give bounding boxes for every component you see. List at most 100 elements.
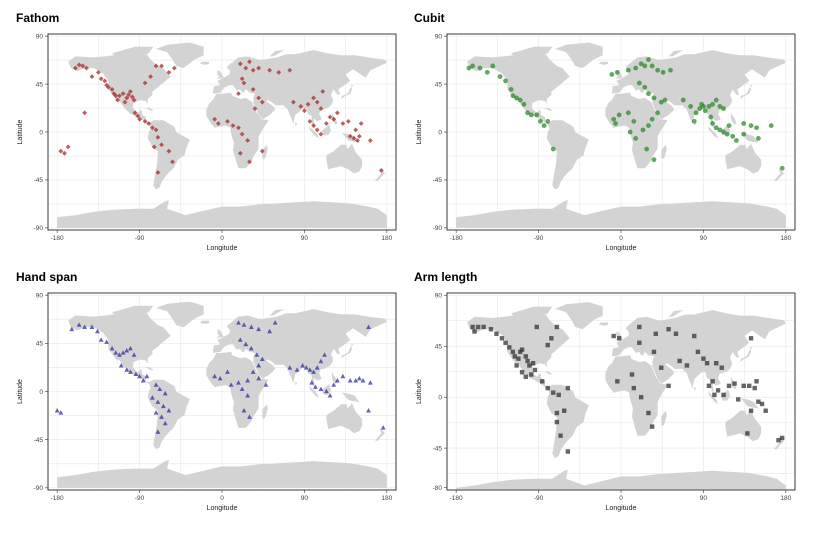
y-tick-label: -45 [433,445,443,452]
data-point [115,97,120,103]
data-point [237,337,243,342]
data-point [475,324,481,330]
data-point [267,328,273,334]
data-point [228,382,234,387]
data-point [155,170,161,175]
data-point [651,349,657,355]
data-point [545,342,550,348]
data-point [367,138,373,143]
land-iceland [599,61,609,65]
data-point [688,104,693,109]
data-point [322,352,327,357]
data-point [109,86,115,92]
chart-panel-3: Hand span -180 -90 0 90 180 90 45 0 -45 -90 Longitu… [16,270,397,512]
data-point [239,386,245,392]
data-point [684,363,690,368]
data-point [311,369,316,374]
land-japan [341,85,354,99]
data-point [153,382,159,387]
data-point [120,350,126,355]
data-point [741,383,746,389]
data-point [303,365,309,370]
data-point [712,392,717,398]
y-tick-label: -45 [34,437,44,444]
data-point [98,76,104,82]
data-point [104,339,110,344]
data-point [736,397,741,402]
land-madagascar [262,144,268,159]
data-point [291,99,296,105]
chart-panel-2: Cubit -180 -90 0 90 180 90 45 0 -45 -90 Longitude La… [414,11,796,252]
y-tick-label: 90 [36,33,44,40]
data-point [287,365,293,370]
data-point [503,78,509,84]
data-point [637,324,642,330]
data-point [225,118,230,124]
data-point [627,129,633,135]
data-point [625,67,631,73]
data-point [104,82,110,88]
data-point [137,116,142,122]
data-point [525,358,530,364]
data-point [523,354,528,359]
data-point [655,67,661,73]
land-greenland [555,42,603,69]
y-tick-label: -45 [433,177,443,184]
x-tick-label: -180 [450,495,463,502]
data-point [69,326,75,332]
land-greenland [156,301,204,328]
y-tick-label: 0 [438,394,442,401]
data-point [243,341,249,347]
data-point [300,363,305,368]
data-point [318,131,324,137]
data-point [521,101,527,107]
land-sumatra [708,391,719,404]
data-point [748,408,754,413]
land-japan [740,347,753,363]
data-point [636,80,642,86]
data-point [554,410,560,416]
data-point [307,367,313,372]
data-point [129,94,135,100]
land-australia [725,143,762,174]
data-point [155,134,161,140]
x-axis-label: Longitude [606,245,637,252]
data-point [534,112,540,118]
data-point [701,356,706,361]
land-madagascar [661,410,667,426]
data-point [98,337,104,342]
y-tick-label: 0 [39,389,43,396]
land-australia [725,409,762,442]
y-tick-label: 45 [36,81,44,88]
data-point [518,349,523,355]
data-point [360,378,366,383]
data-point [745,431,750,436]
data-point [314,99,320,105]
data-point [245,378,251,383]
data-point [470,324,475,330]
panel-title: Arm length [414,270,477,284]
land-arabia [253,357,276,379]
data-point [340,373,346,379]
data-point [540,379,545,384]
data-point [298,104,304,109]
data-point [516,356,521,361]
data-point [159,142,164,148]
data-point [58,410,64,415]
data-point [507,345,512,350]
data-point [721,392,726,398]
data-point [236,91,241,97]
data-point [747,383,752,389]
data-point [89,74,95,80]
land-iceland [599,322,609,326]
y-tick-label: 90 [36,292,44,299]
plot-area [48,293,396,490]
data-point [237,61,243,67]
data-point [133,371,139,377]
x-tick-label: 0 [619,235,623,242]
x-tick-label: 180 [381,235,392,242]
data-point [58,148,64,154]
data-point [118,363,124,368]
x-tick-label: 180 [381,495,392,502]
